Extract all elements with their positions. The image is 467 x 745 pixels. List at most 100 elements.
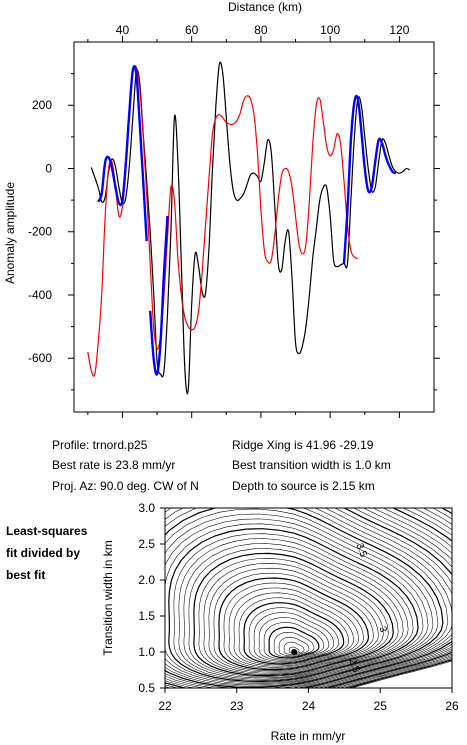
contour-line: [193, 552, 394, 677]
top-y-tick-label: -200: [28, 225, 52, 239]
top-plot-area: [68, 36, 440, 418]
contour-line: [165, 508, 452, 688]
contour-line: [263, 622, 325, 660]
top-x-tick-label: 40: [116, 23, 130, 37]
contour-line: [324, 508, 452, 688]
contour-line: [233, 592, 354, 667]
contour-x-tick-label: 26: [445, 699, 459, 713]
contour-labels: 3.5 3 2.5: [346, 542, 389, 674]
top-ticks: [68, 36, 440, 418]
contour-x-tick-label: 22: [158, 699, 172, 713]
contour-y-tick-label: 1.5: [138, 609, 155, 623]
contour-line: [248, 607, 340, 663]
contour-line: [283, 641, 305, 655]
contour-plot-area: 3.5 3 2.5: [160, 507, 453, 693]
contour-line: [342, 508, 452, 688]
contour-line: [334, 508, 452, 688]
top-x-tick-label: 100: [320, 23, 340, 37]
contour-y-tick-labels: 0.5 1.0 1.5 2.0 2.5 3.0: [138, 501, 155, 695]
contour-line: [165, 518, 429, 685]
contour-line: [223, 582, 364, 669]
info-ridge-xing: Ridge Xing is 41.96 -29.19: [232, 438, 374, 452]
contour-line: [213, 572, 374, 672]
contour-line: [351, 508, 452, 688]
contour-x-tick-label: 25: [374, 699, 388, 713]
contour-line: [253, 612, 335, 662]
info-profile: Profile: trnord.p25: [52, 438, 148, 452]
contour-line: [258, 617, 330, 661]
contour-line: [165, 523, 424, 683]
contour-value-label: 3.5: [354, 542, 369, 559]
contour-line: [198, 558, 389, 675]
side-note: Least-squares fit divided by best fit: [6, 524, 88, 582]
contour-line: [321, 508, 452, 688]
contour-line: [173, 533, 414, 681]
contour-line: [278, 636, 310, 656]
side-note-line-1: Least-squares: [6, 524, 88, 538]
contour-line: [165, 508, 444, 688]
side-note-line-3: best fit: [6, 568, 45, 582]
contour-value-label: 3: [376, 625, 388, 634]
fitted-segment-line: [342, 94, 397, 264]
top-y-tick-label: -400: [28, 288, 52, 302]
fitted-segment-line: [149, 215, 169, 376]
contour-line: [345, 508, 452, 688]
top-y-axis-title: Anomaly amplitude: [3, 182, 17, 284]
info-depth: Depth to source is 2.15 km: [232, 479, 375, 493]
contour-line: [238, 597, 349, 666]
top-series: [87, 61, 411, 395]
contour-ticks: [160, 507, 453, 693]
top-x-tick-label: 80: [254, 23, 268, 37]
contour-y-axis-title: Transition width in km: [101, 540, 115, 656]
top-plot-frame: [73, 41, 435, 413]
info-best-width: Best transition width is 1.0 km: [232, 458, 391, 472]
contour-line: [208, 567, 379, 673]
top-y-tick-labels: 200 0 -200 -400 -600: [28, 98, 52, 365]
contour-x-axis-title: Rate in mm/yr: [271, 729, 346, 743]
top-x-axis-title: Distance (km): [228, 0, 302, 14]
contour-line: [165, 508, 452, 688]
contour-line: [165, 508, 452, 688]
contour-line: [165, 508, 452, 688]
contour-line: [203, 563, 384, 674]
contour-y-tick-label: 1.0: [138, 645, 155, 659]
fitted-segment-line: [97, 65, 148, 242]
info-block: Profile: trnord.p25 Best rate is 23.8 mm…: [52, 438, 391, 493]
contour-value-label: 2.5: [346, 657, 361, 674]
contour-line: [178, 538, 409, 680]
contour-x-tick-labels: 22 23 24 25 26: [158, 699, 459, 713]
contour-line: [165, 508, 439, 687]
contour-line: [188, 548, 399, 677]
contour-line: [165, 508, 452, 688]
contour-line: [165, 508, 452, 688]
contour-line: [183, 543, 404, 679]
contour-y-tick-label: 2.5: [138, 537, 155, 551]
top-x-tick-labels: 40 60 80 100 120: [116, 23, 410, 37]
contour-x-tick-label: 24: [302, 699, 316, 713]
contour-line: [330, 508, 452, 688]
info-proj-az: Proj. Az: 90.0 deg. CW of N: [52, 479, 199, 493]
contour-line: [165, 513, 434, 686]
side-note-line-2: fit divided by: [6, 546, 80, 560]
top-y-tick-label: -600: [28, 351, 52, 365]
contour-line: [338, 508, 452, 688]
info-best-rate: Best rate is 23.8 mm/yr: [52, 458, 175, 472]
contour-line: [165, 508, 449, 688]
contour-y-tick-label: 0.5: [138, 681, 155, 695]
top-x-tick-label: 60: [185, 23, 199, 37]
top-y-tick-label: 200: [32, 98, 52, 112]
top-y-tick-label: 0: [45, 161, 52, 175]
contour-line: [218, 577, 370, 671]
contour-y-tick-label: 3.0: [138, 501, 155, 515]
contour-x-tick-label: 23: [230, 699, 244, 713]
contour-lines: [165, 508, 452, 688]
contour-line: [268, 626, 320, 659]
contour-line: [228, 587, 359, 668]
best-fit-minimum-marker: [291, 649, 298, 655]
contour-y-tick-label: 2.0: [138, 573, 155, 587]
contour-line: [243, 602, 345, 665]
contour-line: [273, 632, 315, 657]
observed-profile-line: [90, 61, 411, 395]
top-x-tick-label: 120: [389, 23, 409, 37]
